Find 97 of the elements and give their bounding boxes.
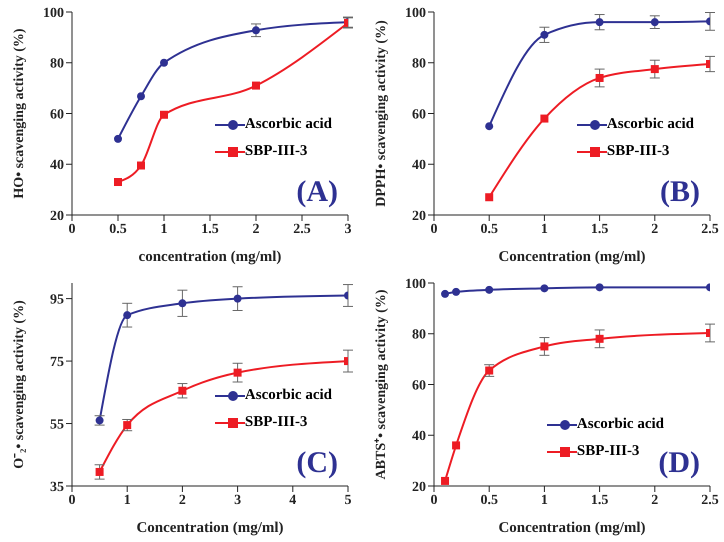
point	[452, 288, 460, 296]
legend-label: SBP-III-3	[244, 414, 308, 431]
x-tick-label: 1	[160, 222, 168, 237]
legend-label: Ascorbic acid	[576, 416, 664, 433]
x-tick-label: 2.5	[293, 222, 311, 237]
y-tick-label: 35	[50, 480, 64, 495]
legend-label: SBP-III-3	[244, 143, 308, 160]
point	[441, 476, 450, 485]
point	[540, 30, 548, 39]
x-tick-label: 3	[234, 492, 242, 508]
x-tick-label: 0.5	[480, 222, 498, 237]
y-tick-label: 60	[412, 107, 426, 122]
y-tick-label: 100	[43, 6, 64, 21]
x-tick-label: 1.5	[201, 222, 219, 237]
point	[96, 468, 104, 476]
y-tick-label: 95	[50, 292, 64, 308]
point	[596, 74, 604, 82]
point	[485, 122, 494, 130]
point	[596, 334, 604, 343]
y-tick-label: 75	[50, 355, 64, 370]
point	[596, 283, 604, 292]
x-tick-label: 0	[430, 492, 438, 508]
y-tick-label: 60	[412, 378, 426, 394]
y-axis-title: HO• scavenging activity (%)	[12, 28, 27, 199]
point	[234, 368, 242, 377]
point	[137, 162, 145, 170]
y-tick-label: 100	[405, 6, 426, 21]
y-tick-label: 40	[412, 158, 426, 174]
y-tick-label: 80	[412, 56, 426, 72]
x-axis-title: Concentration (mg/ml)	[498, 249, 646, 265]
x-tick-label: 0	[68, 492, 76, 508]
legend-label: Ascorbic acid	[244, 387, 332, 404]
y-tick-label: 60	[50, 107, 64, 122]
point	[252, 82, 260, 90]
x-tick-label: 0.5	[480, 492, 498, 508]
point	[123, 421, 132, 430]
y-axis-title: DPPH• scavenging activity (%)	[374, 20, 389, 207]
point	[650, 65, 659, 74]
point	[485, 366, 494, 375]
y-tick-label: 55	[50, 418, 64, 433]
y-axis-title: ABTS⁺• scavenging activity (%)	[374, 289, 389, 480]
point	[540, 284, 548, 292]
x-axis-title: concentration (mg/ml)	[138, 249, 282, 265]
x-tick-label: 4	[289, 492, 296, 508]
y-tick-label: 100	[405, 276, 426, 292]
x-tick-label: 1	[124, 492, 131, 508]
point	[178, 299, 186, 308]
x-tick-label: 1.5	[590, 492, 608, 508]
point	[452, 441, 460, 450]
x-tick-label: 2	[252, 222, 260, 237]
y-tick-label: 20	[412, 208, 426, 224]
x-tick-label: 1	[540, 492, 548, 508]
point	[123, 311, 132, 320]
point	[485, 286, 494, 294]
point	[114, 134, 122, 143]
y-tick-label: 80	[412, 328, 426, 343]
y-tick-label: 80	[50, 56, 64, 72]
annotation: (B)	[660, 175, 700, 209]
annotation: (C)	[296, 446, 338, 480]
point	[441, 290, 450, 298]
point	[160, 110, 168, 119]
x-axis-title: Concentration (mg/ml)	[136, 520, 284, 536]
point	[114, 178, 122, 186]
point	[137, 92, 145, 100]
y-tick-label: 20	[50, 208, 64, 224]
x-tick-label: 0.5	[109, 222, 127, 237]
x-tick-label: 2	[651, 222, 658, 237]
x-tick-label: 1.5	[590, 222, 608, 237]
point	[234, 294, 242, 303]
x-tick-label: 2.5	[701, 222, 719, 237]
y-tick-label: 40	[412, 429, 426, 444]
x-tick-label: 2	[651, 492, 658, 508]
point	[485, 193, 494, 202]
y-tick-label: 40	[50, 158, 64, 174]
x-axis-title: Concentration (mg/ml)	[498, 520, 646, 536]
x-tick-label: 2.5	[701, 492, 719, 508]
point	[540, 114, 548, 123]
point	[252, 26, 260, 34]
point	[596, 18, 604, 26]
legend-label: SBP-III-3	[606, 143, 670, 160]
x-tick-label: 5	[344, 492, 352, 508]
x-tick-label: 0	[430, 222, 438, 237]
y-axis-title: O⁻₂• scavenging activity (%)	[12, 300, 27, 469]
point	[160, 58, 168, 67]
annotation: (A)	[296, 175, 338, 209]
point	[540, 342, 548, 350]
x-tick-label: 2	[178, 492, 186, 508]
x-tick-label: 1	[540, 222, 548, 237]
annotation: (D)	[658, 446, 700, 480]
legend-label: Ascorbic acid	[244, 116, 332, 133]
point	[650, 18, 659, 26]
x-tick-label: 0	[68, 222, 76, 237]
y-tick-label: 20	[412, 480, 426, 495]
x-tick-label: 3	[344, 222, 352, 237]
legend-label: Ascorbic acid	[606, 116, 694, 133]
legend-label: SBP-III-3	[576, 443, 640, 460]
point	[178, 386, 186, 395]
